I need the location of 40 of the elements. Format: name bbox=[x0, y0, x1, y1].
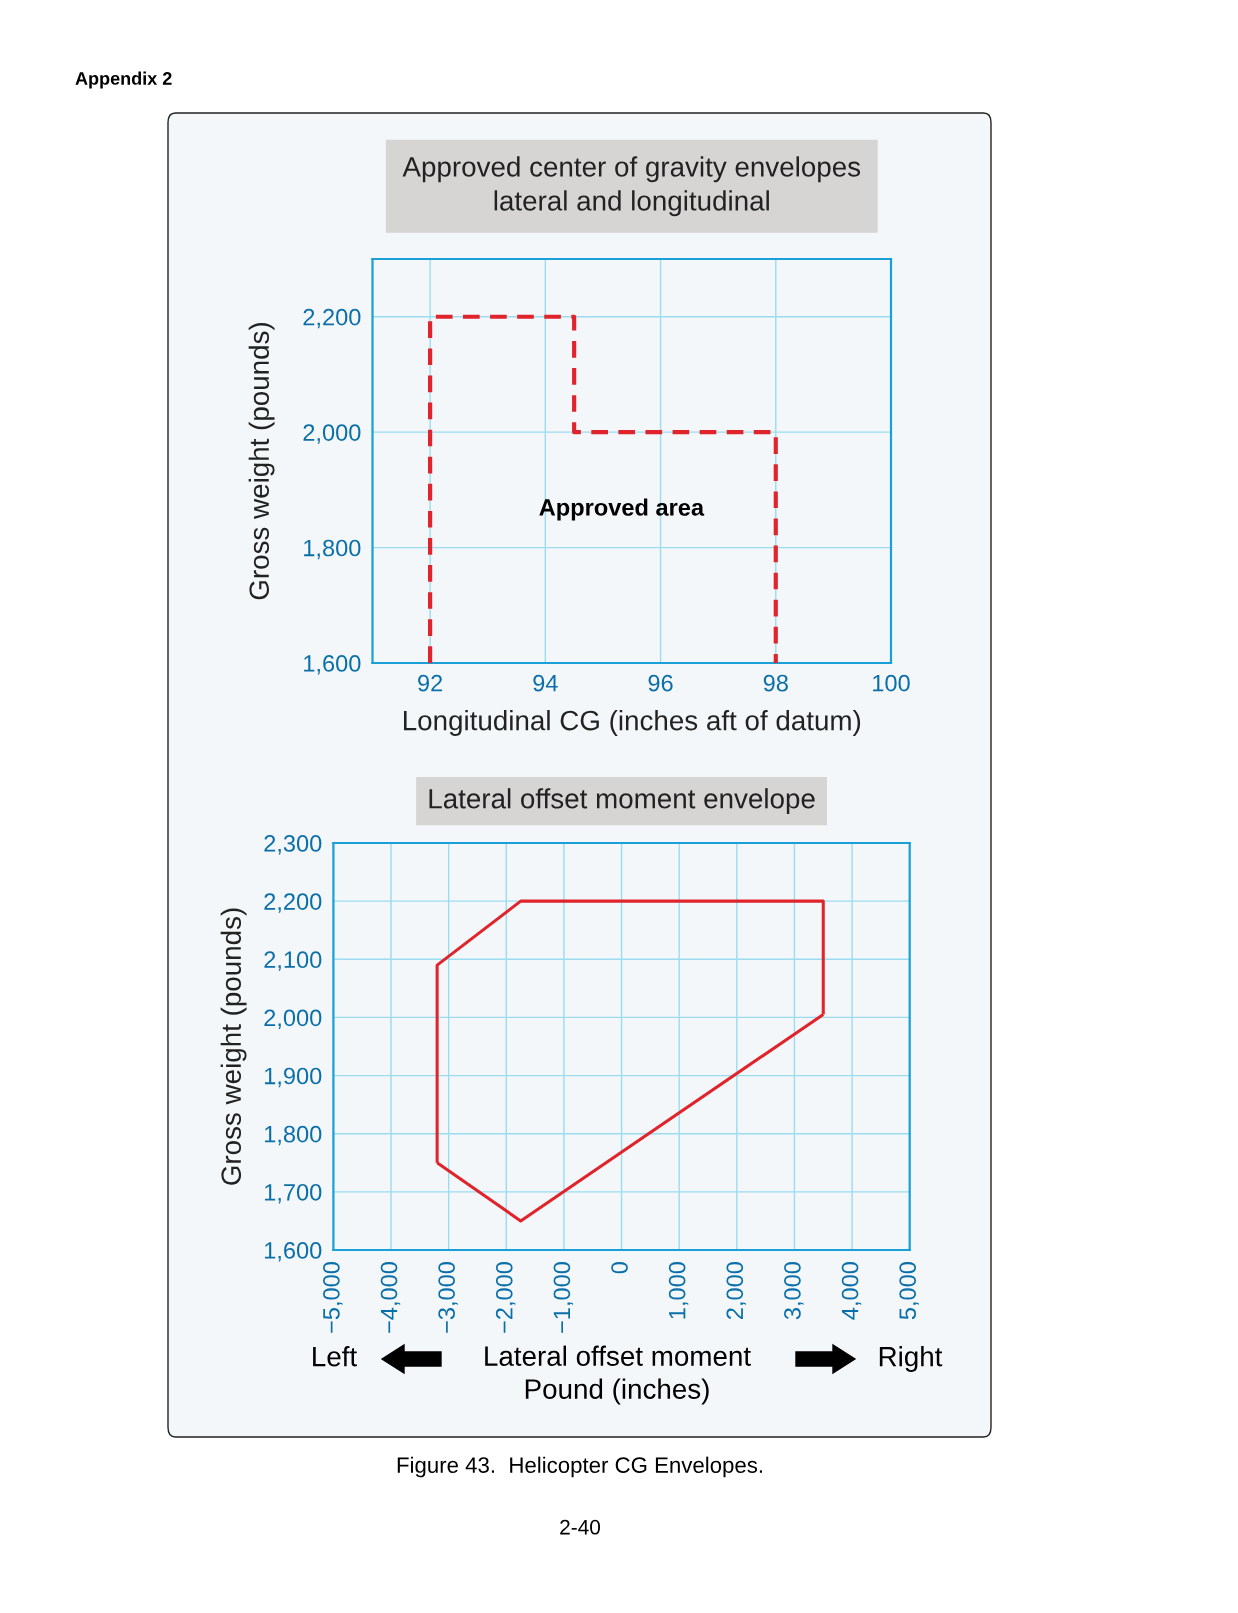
y-tick-label: 1,600 bbox=[265, 1242, 322, 1262]
text: Left bbox=[313, 1346, 357, 1367]
text: Right bbox=[879, 1346, 943, 1372]
annotation: Approved area bbox=[539, 498, 705, 521]
y-tick-label: 1,800 bbox=[265, 1125, 322, 1146]
chart-title: Lateral offset moment envelope bbox=[429, 788, 815, 815]
x-axis-title: Lateral offset moment Pound (inches) bbox=[485, 1345, 751, 1405]
text: Appendix 2 bbox=[75, 71, 172, 89]
y-axis-title: Gross weight (pounds) bbox=[220, 908, 247, 1185]
y-tick-label: 2,300 bbox=[264, 835, 322, 855]
x-tick-label: 100 bbox=[873, 674, 910, 692]
caption: Figure 43. Helicopter CG Envelopes. bbox=[397, 1456, 763, 1478]
text: 2-40 bbox=[560, 1519, 601, 1535]
x-tick-label: 96 bbox=[648, 674, 673, 692]
y-tick-label: 1,800 bbox=[304, 539, 361, 560]
x-tick-label: 94 bbox=[533, 674, 558, 692]
y-tick-label: 2,100 bbox=[264, 951, 322, 971]
y-tick-label: 2,200 bbox=[303, 308, 361, 329]
x-tick-label: −3,000 bbox=[438, 1262, 458, 1333]
x-tick-label: −5,000 bbox=[323, 1262, 343, 1333]
chart-title: Approved center of gravity envelopes lateral and longitudinal bbox=[402, 156, 861, 217]
x-tick-label: 92 bbox=[418, 674, 443, 692]
x-tick-label: 5,000 bbox=[899, 1262, 919, 1320]
y-tick-label: 2,000 bbox=[303, 424, 361, 444]
y-tick-label: 1,700 bbox=[265, 1183, 322, 1204]
x-tick-label: 3,000 bbox=[784, 1262, 804, 1320]
x-tick-label: 4,000 bbox=[841, 1262, 862, 1320]
x-tick-label: −1,000 bbox=[553, 1262, 574, 1333]
x-tick-label: 2,000 bbox=[726, 1262, 746, 1319]
x-tick-label: −2,000 bbox=[495, 1262, 516, 1333]
x-tick-label: −4,000 bbox=[380, 1262, 401, 1333]
x-tick-label: 0 bbox=[611, 1262, 628, 1274]
y-tick-label: 1,600 bbox=[304, 655, 361, 675]
y-axis-title: Gross weight (pounds) bbox=[248, 322, 275, 600]
y-tick-label: 2,200 bbox=[264, 893, 322, 913]
x-axis-title: Longitudinal CG (inches aft of datum) bbox=[403, 710, 861, 736]
y-tick-label: 1,900 bbox=[265, 1067, 322, 1088]
x-tick-label: 98 bbox=[763, 674, 788, 692]
y-tick-label: 2,000 bbox=[264, 1009, 322, 1030]
x-tick-label: 1,000 bbox=[668, 1262, 689, 1319]
